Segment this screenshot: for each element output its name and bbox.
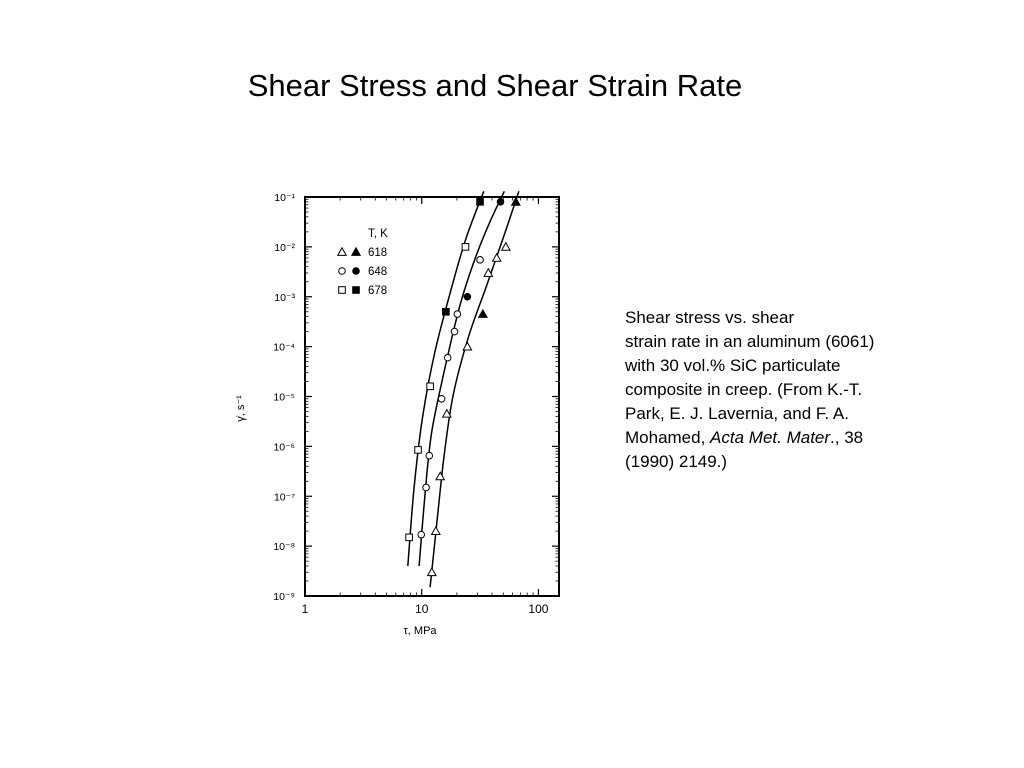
legend: T, K 618 648 678 bbox=[336, 228, 388, 297]
data-point-678 bbox=[442, 307, 450, 316]
data-point-648 bbox=[422, 483, 430, 492]
legend-marker-open bbox=[338, 286, 346, 294]
data-point-648 bbox=[450, 327, 459, 336]
caption-journal-name: Acta Met. Mater bbox=[710, 428, 831, 447]
data-point-648 bbox=[443, 353, 452, 362]
data-point-618 bbox=[477, 308, 488, 318]
caption-line: with 30 vol.% SiC particulate bbox=[625, 356, 841, 375]
caption-text: ., 38 bbox=[830, 428, 864, 447]
data-point-618 bbox=[441, 408, 452, 418]
data-point-648 bbox=[453, 310, 462, 318]
legend-marker-filled bbox=[350, 246, 362, 256]
creep-chart-svg: 10⁻⁹ 10⁻⁸ 10⁻⁷ 10⁻⁶ 10⁻⁵ 10⁻⁴ 10⁻³ 10⁻² 10⁻¹ 1 10 1… bbox=[235, 190, 560, 637]
y-tick-label: 10⁻⁹ bbox=[273, 591, 295, 603]
data-point-648 bbox=[437, 394, 446, 403]
axes-layer: 10⁻⁹ 10⁻⁸ 10⁻⁷ 10⁻⁶ 10⁻⁵ 10⁻⁴ 10⁻³ 10⁻² 10⁻¹ 1 10 1… bbox=[235, 192, 560, 637]
y-tick-label: 10⁻⁴ bbox=[273, 342, 295, 354]
legend-marker-open bbox=[338, 267, 346, 275]
legend-label: 618 bbox=[368, 247, 387, 259]
y-tick-label: 10⁻³ bbox=[274, 292, 295, 304]
data-point-678 bbox=[476, 198, 484, 206]
x-tick-label: 1 bbox=[302, 602, 309, 616]
y-axis-label: γ̇, s⁻¹ bbox=[235, 395, 247, 422]
legend-label: 648 bbox=[368, 266, 387, 278]
creep-chart: 10⁻⁹ 10⁻⁸ 10⁻⁷ 10⁻⁶ 10⁻⁵ 10⁻⁴ 10⁻³ 10⁻² 10⁻¹ 1 10 1… bbox=[230, 185, 570, 640]
data-point-648 bbox=[417, 530, 426, 539]
slide-title: Shear Stress and Shear Strain Rate bbox=[247, 68, 743, 103]
data-point-648 bbox=[476, 256, 484, 264]
legend-label: 678 bbox=[368, 285, 387, 297]
data-point-648 bbox=[496, 198, 505, 206]
caption-line: composite in creep. (From K.-T. bbox=[625, 380, 863, 399]
y-tick-label: 10⁻¹ bbox=[274, 192, 295, 204]
data-point-648 bbox=[425, 451, 434, 460]
data-point-678 bbox=[426, 382, 434, 391]
data-point-618 bbox=[430, 525, 441, 535]
y-tick-label: 10⁻⁷ bbox=[274, 491, 295, 503]
x-tick-label: 100 bbox=[528, 602, 548, 616]
caption-text: Mohamed, bbox=[625, 428, 711, 447]
data-point-618 bbox=[491, 252, 502, 262]
data-point-618 bbox=[483, 267, 494, 277]
caption-line: Park, E. J. Lavernia, and F. A. bbox=[625, 404, 849, 423]
y-tick-label: 10⁻⁵ bbox=[273, 392, 295, 404]
data-point-648 bbox=[463, 292, 472, 301]
x-axis-label: τ, MPa bbox=[403, 625, 437, 637]
y-tick-label: 10⁻² bbox=[274, 242, 295, 254]
fit-curve-678 bbox=[407, 191, 485, 567]
y-tick-label: 10⁻⁶ bbox=[273, 441, 295, 453]
y-tick-label: 10⁻⁸ bbox=[273, 541, 295, 553]
data-point-618 bbox=[510, 196, 521, 206]
data-points-layer bbox=[405, 196, 521, 577]
data-point-618 bbox=[426, 566, 437, 577]
data-point-618 bbox=[500, 241, 511, 251]
legend-title: T, K bbox=[368, 228, 388, 240]
data-point-678 bbox=[414, 446, 422, 454]
caption-line: Mohamed, Acta Met. Mater., 38 bbox=[625, 426, 935, 450]
data-point-678 bbox=[461, 243, 470, 251]
x-tick-label: 10 bbox=[415, 602, 429, 616]
plot-frame bbox=[304, 196, 560, 597]
data-point-618 bbox=[435, 471, 446, 481]
data-point-618 bbox=[462, 341, 473, 351]
data-point-678 bbox=[405, 533, 413, 542]
caption-line: Shear stress vs. shear bbox=[625, 308, 795, 327]
legend-marker-filled bbox=[352, 267, 360, 275]
caption-line: strain rate in an aluminum (6061) bbox=[625, 332, 875, 351]
legend-marker-open bbox=[336, 246, 348, 256]
fit-curve-618 bbox=[429, 191, 520, 588]
caption-line: (1990) 2149.) bbox=[625, 452, 728, 471]
legend-marker-filled bbox=[352, 286, 360, 294]
figure-caption: Shear stress vs. shear strain rate in an… bbox=[625, 306, 935, 474]
